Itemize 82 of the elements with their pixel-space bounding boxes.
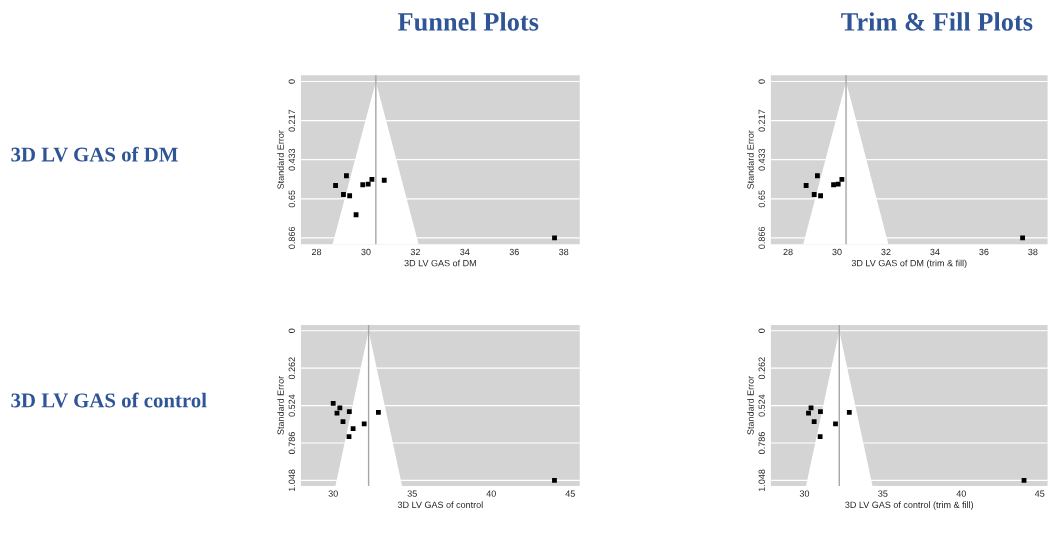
x-axis-title: 3D LV GAS of DM xyxy=(404,259,476,267)
x-tick-label: 40 xyxy=(956,490,966,497)
point xyxy=(552,235,557,241)
y-tick-label: 0.262 xyxy=(288,357,296,380)
point xyxy=(811,192,817,197)
y-tick-label: 1.048 xyxy=(288,469,296,492)
y-tick-label: 1.048 xyxy=(758,469,765,492)
y-tick-label: 0 xyxy=(758,328,765,333)
x-tick-label: 32 xyxy=(410,248,420,256)
y-tick-label: 0.786 xyxy=(288,432,296,454)
text: 3D LV GAS of control xyxy=(11,392,207,408)
x-axis-title: 3D LV GAS of DM (trim & fill) xyxy=(851,259,967,269)
x-axis-title: 3D LV GAS of control xyxy=(397,501,483,508)
x-tick-label: 36 xyxy=(979,248,989,256)
y-axis-title: Standard Error xyxy=(277,375,284,435)
point xyxy=(361,421,367,427)
y-tick-label: 0 xyxy=(288,79,296,84)
point xyxy=(811,419,817,424)
x-tick-label: 35 xyxy=(407,490,417,497)
y-axis-title: Standard Error xyxy=(747,130,754,189)
point xyxy=(818,409,823,415)
chart-title: Trim & Fill Plots xyxy=(841,12,1033,31)
point xyxy=(344,173,349,179)
text: 3D LV GAS of DM xyxy=(11,146,178,162)
y-tick-label: 0.433 xyxy=(758,148,765,171)
y-tick-label: 0.262 xyxy=(758,357,765,380)
x-tick-label: 36 xyxy=(509,248,519,256)
x-tick-label: 30 xyxy=(328,490,338,497)
point xyxy=(347,193,353,199)
point xyxy=(375,409,381,415)
x-tick-label: 32 xyxy=(881,248,891,256)
x-tick-label: 34 xyxy=(460,248,470,256)
point xyxy=(346,409,352,415)
y-tick-label: 0.866 xyxy=(288,226,296,249)
x-tick-label: 28 xyxy=(311,248,322,256)
y-axis-title: Standard Error xyxy=(747,375,754,435)
x-tick-label: 30 xyxy=(361,248,371,256)
point xyxy=(330,400,336,406)
point xyxy=(369,176,375,182)
x-tick-label: 35 xyxy=(878,490,888,497)
x-tick-label: 45 xyxy=(1034,490,1045,497)
point xyxy=(803,183,809,188)
x-tick-label: 30 xyxy=(799,490,810,497)
point xyxy=(341,192,346,197)
point xyxy=(337,405,343,411)
point xyxy=(552,478,557,483)
y-tick-label: 0.524 xyxy=(758,394,765,417)
y-tick-label: 0.786 xyxy=(758,432,765,454)
chart-title: Funnel Plots xyxy=(397,12,539,31)
y-tick-label: 0.433 xyxy=(288,148,296,171)
point xyxy=(381,177,387,183)
x-tick-label: 34 xyxy=(930,248,940,256)
point xyxy=(360,182,366,188)
x-tick-label: 45 xyxy=(565,490,575,497)
point xyxy=(833,421,838,427)
y-tick-label: 0 xyxy=(758,79,765,84)
point xyxy=(818,193,823,199)
y-tick-label: 0.217 xyxy=(288,109,296,132)
y-axis-title: Standard Error xyxy=(277,130,284,189)
x-tick-label: 40 xyxy=(486,490,496,497)
y-tick-label: 0.65 xyxy=(288,190,296,208)
y-tick-label: 0.524 xyxy=(288,394,296,417)
y-tick-label: 0 xyxy=(288,328,296,333)
y-tick-label: 0.866 xyxy=(758,226,765,249)
y-tick-label: 0.65 xyxy=(758,190,765,208)
x-tick-label: 38 xyxy=(559,248,569,256)
point xyxy=(846,409,852,415)
point xyxy=(1020,235,1025,241)
point xyxy=(350,426,356,432)
point xyxy=(831,182,836,188)
point xyxy=(814,173,820,179)
x-tick-label: 38 xyxy=(1028,248,1038,256)
point xyxy=(839,176,845,182)
y-tick-label: 0.217 xyxy=(758,109,765,132)
x-tick-label: 28 xyxy=(783,248,793,256)
x-axis-title: 3D LV GAS of control (trim & fill) xyxy=(845,501,974,510)
point xyxy=(365,181,371,187)
x-tick-label: 30 xyxy=(832,248,842,256)
point xyxy=(817,434,823,439)
point xyxy=(806,410,811,416)
point xyxy=(333,183,338,188)
point xyxy=(835,181,841,187)
